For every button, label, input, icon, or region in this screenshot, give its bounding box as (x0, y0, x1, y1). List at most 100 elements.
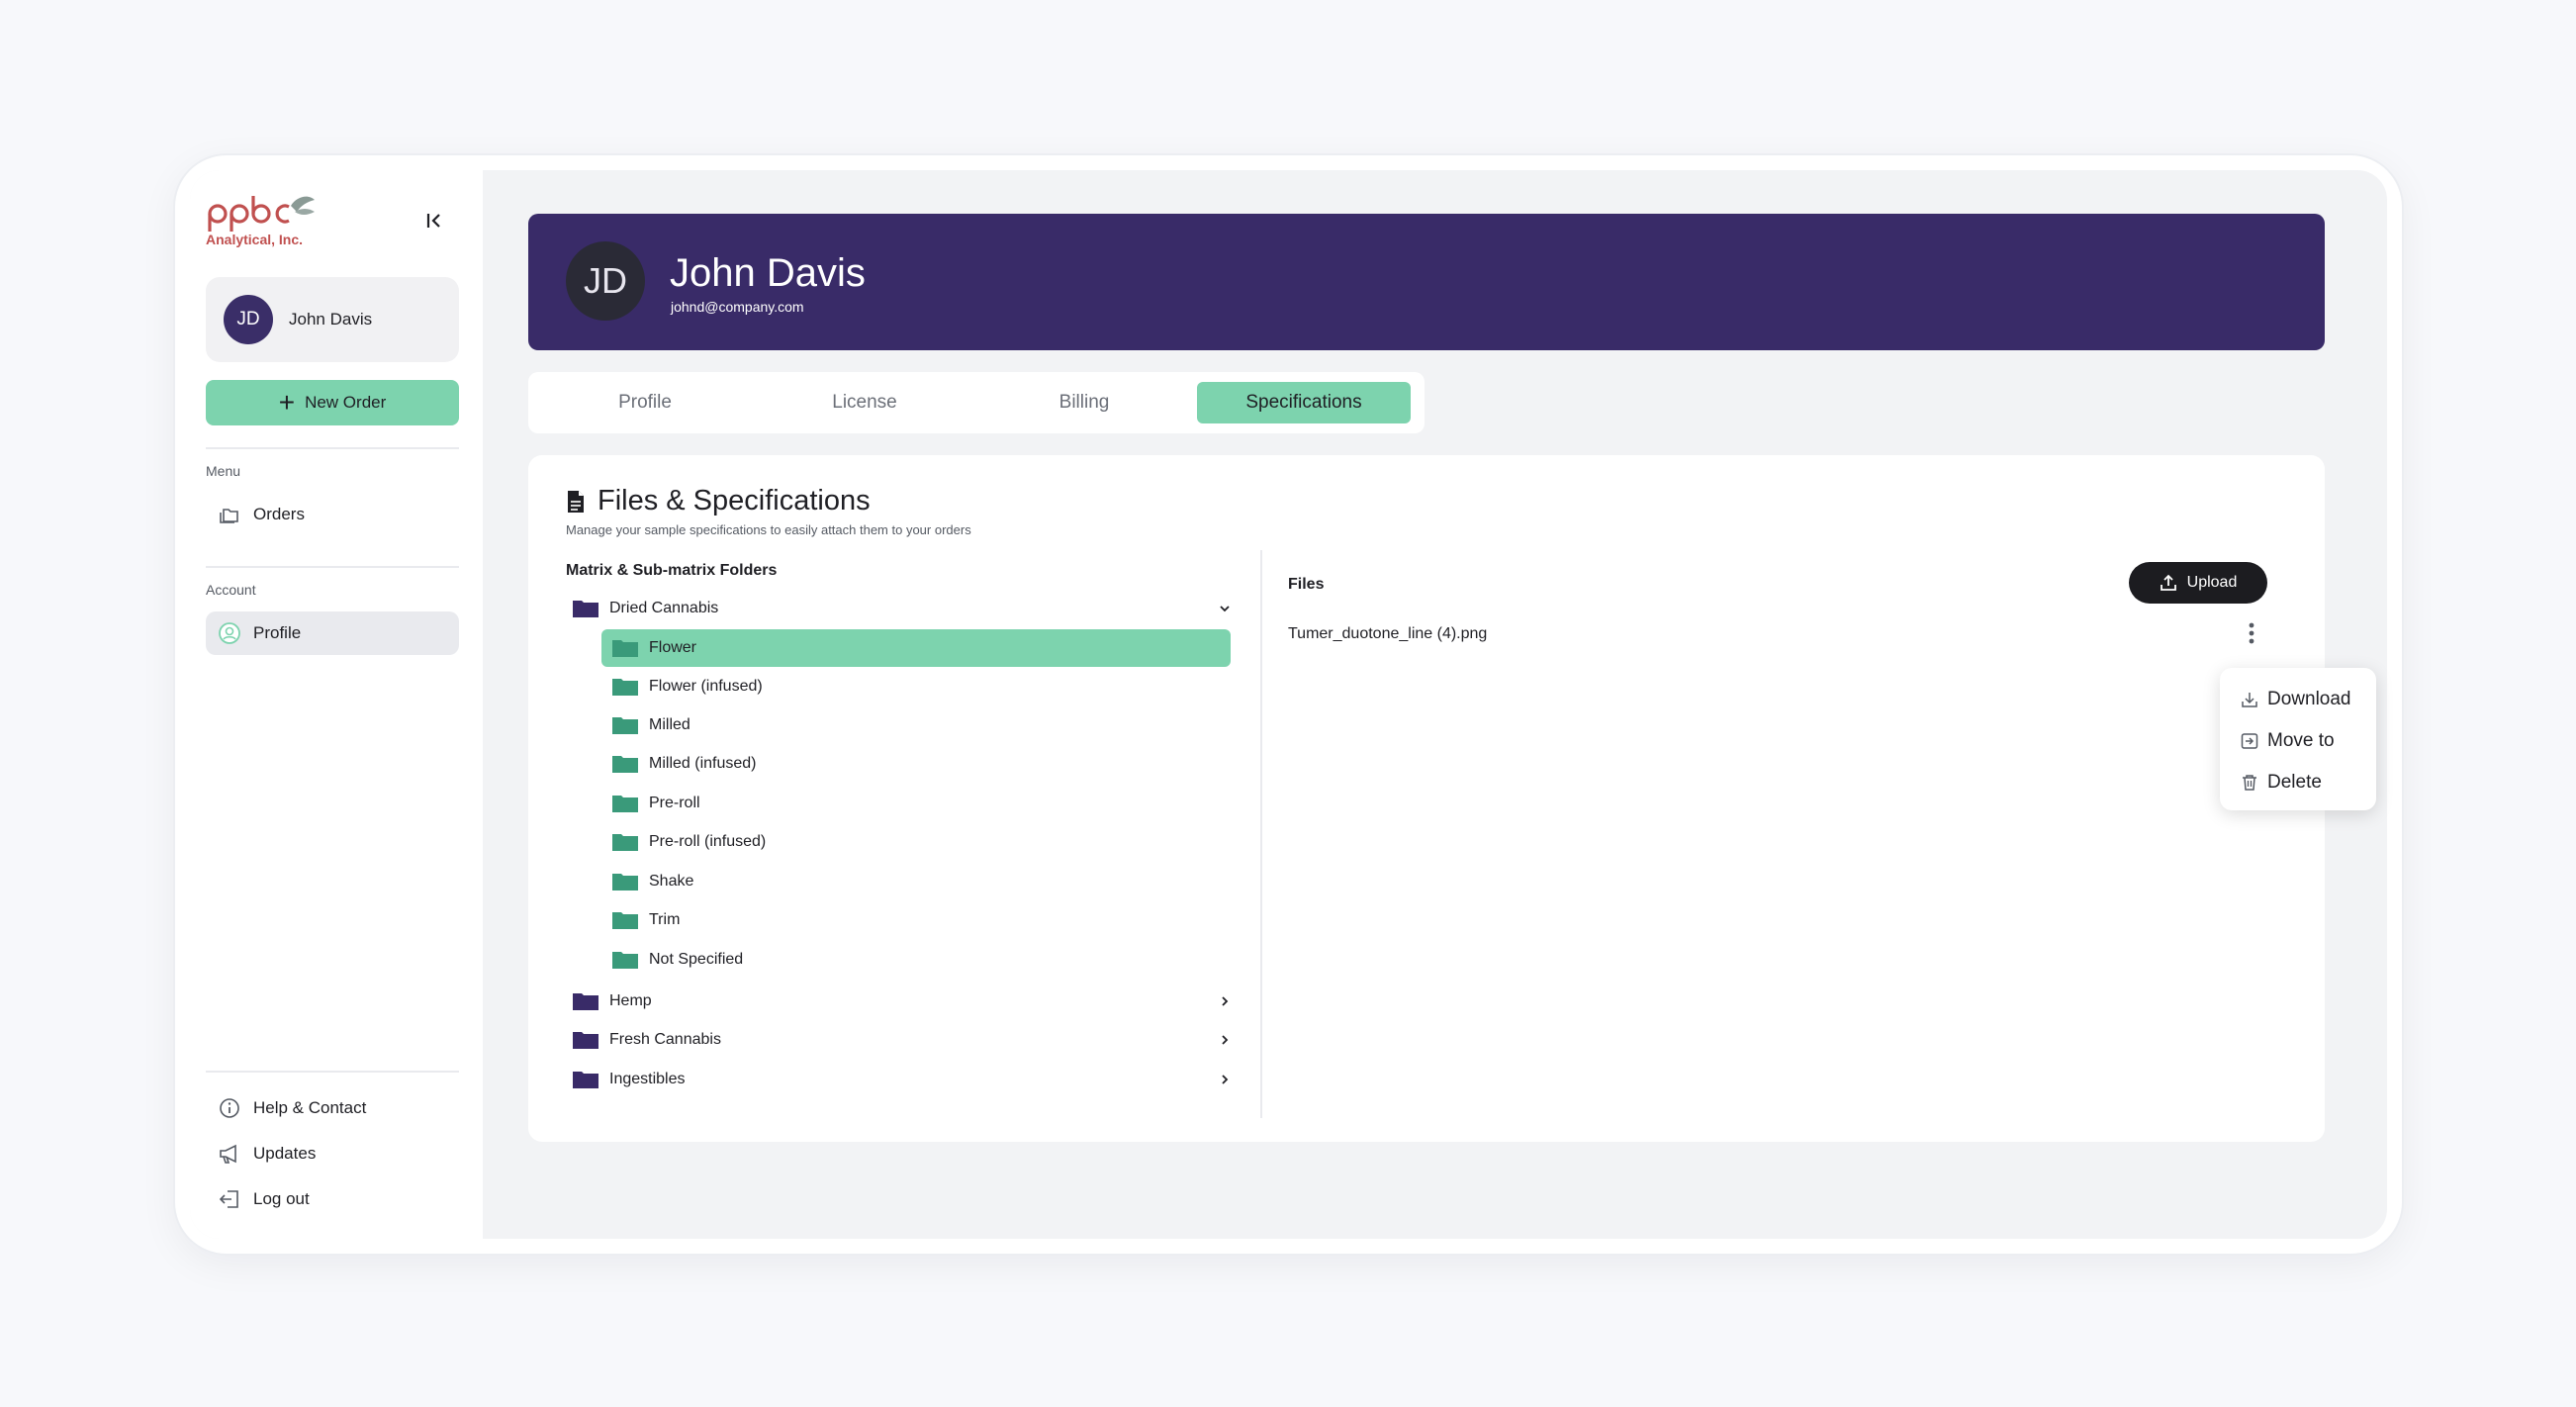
delete-menu-item[interactable]: Delete (2220, 763, 2376, 802)
folder-label: Flower (infused) (649, 678, 763, 695)
sidebar-item-orders[interactable]: Orders (206, 493, 459, 536)
folder-icon (611, 638, 639, 658)
file-context-menu: Download Move to Delete (2220, 668, 2376, 810)
info-icon (218, 1096, 241, 1120)
file-name[interactable]: Tumer_duotone_line (4).png (1288, 625, 1488, 642)
divider (206, 447, 459, 449)
subfolder-shake[interactable]: Shake (601, 863, 1231, 900)
folder-icon (611, 872, 639, 891)
folder-label: Pre-roll (infused) (649, 833, 767, 850)
folder-icon (572, 991, 599, 1011)
plus-icon: + (278, 387, 296, 418)
logout-icon (218, 1187, 241, 1211)
tab-profile[interactable]: Profile (618, 392, 672, 413)
folder-label: Pre-roll (649, 795, 700, 811)
folder-label: Flower (649, 639, 697, 656)
folder-label: Fresh Cannabis (609, 1031, 721, 1048)
pbc-logo-mark (208, 196, 315, 232)
new-order-label: New Order (305, 393, 387, 412)
specifications-card: Files & Specifications Manage your sampl… (528, 455, 2325, 1142)
folder-icon (611, 832, 639, 852)
folder-label: Shake (649, 873, 694, 890)
folder-fresh-cannabis[interactable]: Fresh Cannabis (572, 1021, 1235, 1059)
page-subtitle: Manage your sample specifications to eas… (566, 522, 971, 537)
subfolder-milled[interactable]: Milled (601, 706, 1231, 744)
subfolder-trim[interactable]: Trim (601, 901, 1231, 939)
new-order-button[interactable]: + New Order (206, 380, 459, 425)
page-title: Files & Specifications (566, 485, 871, 517)
folder-label: Dried Cannabis (609, 600, 719, 616)
sidebar-item-updates[interactable]: Updates (206, 1132, 459, 1175)
page-title-text: Files & Specifications (598, 485, 871, 516)
folders-icon (218, 503, 241, 526)
subfolder-milled-infused[interactable]: Milled (infused) (601, 745, 1231, 783)
avatar: JD (224, 295, 273, 344)
sidebar-item-label: Profile (253, 623, 302, 642)
profile-banner: JD John Davis johnd@company.com (528, 214, 2325, 350)
divider (206, 1071, 459, 1073)
folders-section-label: Matrix & Sub-matrix Folders (566, 562, 778, 579)
download-menu-item[interactable]: Download (2220, 680, 2376, 719)
upload-label: Upload (2186, 574, 2238, 591)
chevron-right-icon[interactable] (1215, 991, 1235, 1011)
subfolder-pre-roll[interactable]: Pre-roll (601, 785, 1231, 822)
sidebar-item-label: Help & Contact (253, 1098, 367, 1117)
menu-item-label: Delete (2267, 772, 2322, 793)
trash-icon (2240, 773, 2259, 793)
folder-icon (611, 794, 639, 813)
folder-label: Milled (649, 716, 690, 733)
move-to-menu-item[interactable]: Move to (2220, 721, 2376, 761)
upload-icon (2160, 574, 2177, 592)
divider (206, 566, 459, 568)
folder-label: Ingestibles (609, 1071, 686, 1087)
download-icon (2240, 690, 2259, 709)
chevron-down-icon[interactable] (1215, 599, 1235, 618)
collapse-sidebar-button[interactable] (419, 206, 449, 235)
collapse-left-icon (426, 214, 440, 228)
tab-license[interactable]: License (832, 392, 897, 413)
folder-icon (572, 599, 599, 618)
more-options-icon[interactable] (2240, 617, 2263, 649)
tab-billing[interactable]: Billing (1058, 392, 1110, 413)
subfolder-flower[interactable]: Flower (601, 629, 1231, 667)
sidebar-item-help-contact[interactable]: Help & Contact (206, 1086, 459, 1130)
app-window: Analytical, Inc. JD John Davis + New Ord… (190, 170, 2387, 1239)
subfolder-not-specified[interactable]: Not Specified (601, 941, 1231, 979)
sidebar-item-profile[interactable]: Profile (206, 611, 459, 655)
menu-item-label: Download (2267, 689, 2351, 709)
folder-label: Milled (infused) (649, 755, 757, 772)
chevron-right-icon[interactable] (1215, 1030, 1235, 1050)
profile-name: John Davis (670, 251, 866, 295)
folder-icon (572, 1070, 599, 1089)
folder-hemp[interactable]: Hemp (572, 983, 1235, 1020)
sidebar-item-log-out[interactable]: Log out (206, 1177, 459, 1221)
panel-divider (1260, 550, 1262, 1118)
folder-icon (572, 1030, 599, 1050)
move-to-icon (2240, 731, 2259, 751)
tab-specifications[interactable]: Specifications (1197, 382, 1411, 423)
logo-tagline: Analytical, Inc. (206, 232, 304, 247)
subfolder-flower-infused[interactable]: Flower (infused) (601, 668, 1231, 705)
profile-email: johnd@company.com (671, 299, 804, 315)
folder-dried-cannabis[interactable]: Dried Cannabis (572, 590, 1235, 627)
folder-icon (611, 715, 639, 735)
folder-ingestibles[interactable]: Ingestibles (572, 1061, 1235, 1098)
upload-button[interactable]: Upload (2129, 562, 2267, 604)
folder-icon (611, 950, 639, 970)
sidebar: Analytical, Inc. JD John Davis + New Ord… (190, 170, 483, 1239)
company-logo[interactable] (206, 192, 324, 257)
user-card[interactable]: JD John Davis (206, 277, 459, 362)
sidebar-item-label: Updates (253, 1144, 317, 1163)
chevron-right-icon[interactable] (1215, 1070, 1235, 1089)
files-section-label: Files (1288, 576, 1325, 593)
menu-section-label: Menu (206, 463, 241, 479)
user-circle-icon (218, 621, 241, 645)
folder-label: Hemp (609, 992, 652, 1009)
folder-icon (611, 754, 639, 774)
subfolder-pre-roll-infused[interactable]: Pre-roll (infused) (601, 823, 1231, 861)
megaphone-icon (218, 1142, 241, 1166)
avatar: JD (566, 241, 645, 321)
account-section-label: Account (206, 582, 256, 598)
profile-tabs: Profile License Billing Specifications (528, 372, 1425, 433)
sidebar-item-label: Log out (253, 1189, 310, 1208)
